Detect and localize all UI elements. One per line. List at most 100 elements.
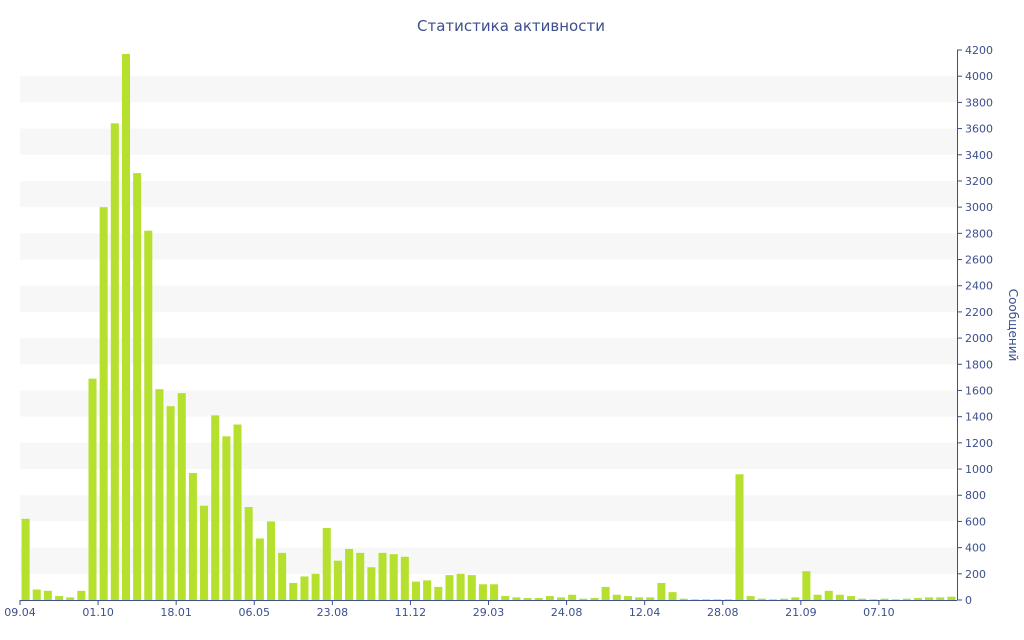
bar — [679, 598, 688, 600]
bar — [200, 505, 209, 600]
bar — [768, 599, 777, 600]
bar — [400, 556, 409, 600]
bar — [77, 590, 86, 600]
bar — [523, 598, 532, 600]
bar — [925, 597, 934, 600]
bar — [445, 575, 454, 600]
y-tick-label: 3000 — [965, 201, 993, 214]
bar — [835, 594, 844, 600]
bar — [266, 521, 275, 600]
bar — [434, 586, 443, 600]
bar — [646, 597, 655, 600]
grid-band — [20, 76, 957, 103]
bar — [813, 594, 822, 600]
bar — [110, 123, 119, 600]
bar — [947, 596, 956, 600]
y-axis-label: Сообщений — [1006, 289, 1020, 362]
bar — [891, 599, 900, 600]
y-tick-label: 3200 — [965, 175, 993, 188]
bar — [478, 584, 487, 600]
x-tick-label: 29.03 — [473, 606, 505, 619]
bar — [869, 599, 878, 600]
bar — [356, 552, 365, 600]
y-tick-label: 3800 — [965, 96, 993, 109]
bar — [501, 596, 510, 600]
bar — [902, 598, 911, 600]
bar — [802, 571, 811, 600]
bar — [512, 597, 521, 600]
bar — [456, 573, 465, 600]
grid-band — [20, 390, 957, 417]
bar — [824, 590, 833, 600]
x-tick-label: 09.04 — [4, 606, 36, 619]
bar — [43, 590, 52, 600]
bar — [791, 597, 800, 600]
bar — [99, 207, 108, 600]
grid-band — [20, 495, 957, 522]
axes: 0 200 400 600 800 1000 1200 1400 1600 1800 2000 220… — [4, 44, 993, 619]
bar — [545, 596, 554, 600]
grid-band — [20, 233, 957, 260]
y-tick-label: 800 — [965, 489, 986, 502]
bar — [601, 586, 610, 600]
bar — [411, 581, 421, 600]
bar — [858, 598, 867, 600]
bar — [936, 597, 945, 600]
bar — [389, 554, 398, 600]
bar — [568, 594, 577, 600]
bar — [490, 584, 499, 600]
x-tick-label: 28.08 — [707, 606, 739, 619]
bar — [155, 389, 164, 600]
bar — [311, 573, 320, 600]
grid-bands — [20, 76, 957, 574]
grid-band — [20, 442, 957, 470]
bar — [724, 599, 733, 600]
x-tick-label: 23.08 — [317, 606, 349, 619]
grid-band — [20, 338, 957, 365]
grid-band — [20, 285, 957, 312]
bar — [333, 560, 342, 600]
bar — [612, 594, 621, 600]
bar — [133, 173, 142, 600]
x-tick-label: 24.08 — [551, 606, 583, 619]
bar — [278, 552, 287, 600]
y-tick-label: 3400 — [965, 149, 993, 162]
y-tick-label: 0 — [965, 594, 972, 607]
x-tick-label: 12.04 — [629, 606, 661, 619]
chart-title: Статистика активности — [417, 17, 605, 35]
bar — [668, 592, 677, 600]
y-tick-label: 4200 — [965, 44, 993, 57]
x-tick-label: 21.09 — [785, 606, 817, 619]
bar — [300, 576, 309, 600]
bar — [222, 436, 231, 600]
bar — [255, 538, 264, 600]
bar — [378, 552, 387, 600]
x-tick-label: 06.05 — [239, 606, 271, 619]
bar — [88, 378, 97, 600]
y-tick-label: 200 — [965, 568, 986, 581]
bar — [757, 598, 766, 600]
x-tick-label: 01.10 — [82, 606, 114, 619]
bar — [144, 230, 153, 600]
y-tick-label: 2000 — [965, 332, 993, 345]
bar — [367, 567, 376, 600]
bar — [690, 599, 699, 600]
y-tick-label: 600 — [965, 515, 986, 528]
bar — [623, 596, 632, 600]
bar — [289, 582, 298, 600]
bar — [579, 598, 588, 600]
bar — [66, 597, 75, 600]
bar — [780, 598, 789, 600]
bar — [556, 597, 566, 600]
bar — [713, 599, 722, 600]
x-tick-label: 18.01 — [160, 606, 192, 619]
bar — [534, 598, 543, 600]
y-tick-label: 2600 — [965, 254, 993, 267]
bar — [21, 518, 30, 600]
x-tick-label: 11.12 — [395, 606, 427, 619]
y-tick-label: 4000 — [965, 70, 993, 83]
bar — [635, 597, 644, 600]
bar — [121, 53, 130, 600]
bar — [913, 598, 922, 600]
